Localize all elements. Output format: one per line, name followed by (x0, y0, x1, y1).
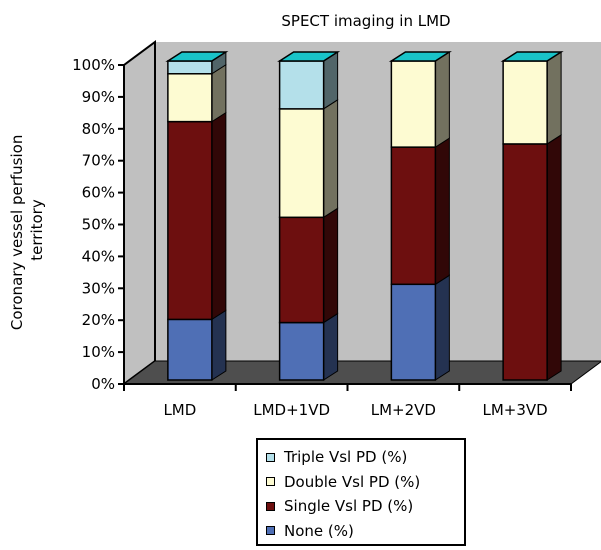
bar-segment-side (546, 134, 562, 381)
bar-stack (277, 51, 341, 381)
bar-top (388, 51, 452, 62)
bar-top (500, 51, 564, 62)
legend-swatch (266, 477, 275, 486)
legend-item: Single Vsl PD (%) (266, 494, 413, 518)
back-wall (155, 42, 601, 361)
bar-segment (278, 321, 325, 381)
bar-segment-side (434, 274, 450, 381)
y-tick-label: 30% (82, 279, 115, 297)
legend-label: Double Vsl PD (%) (284, 472, 421, 491)
bar-segment-side (323, 207, 339, 324)
bar-segment-side (323, 98, 339, 219)
y-tick-label: 40% (82, 247, 115, 265)
legend-item: None (%) (266, 519, 354, 543)
y-tick-label: 10% (82, 343, 115, 361)
bar-segment-side (323, 312, 339, 381)
y-tick-label: 20% (82, 311, 115, 329)
legend-item: Triple Vsl PD (%) (266, 445, 407, 469)
x-tick-label: LM+3VD (483, 401, 548, 419)
bar-segment (167, 60, 213, 75)
bar-segment-side (211, 309, 227, 381)
x-tick-label: LM+2VD (371, 401, 436, 419)
bar-segment-side (546, 51, 562, 145)
legend-label: Single Vsl PD (%) (284, 497, 414, 515)
bar-segment-side (434, 137, 450, 286)
y-tick-label: 90% (82, 88, 115, 106)
bar-segment (390, 60, 437, 148)
bar-segment-side (434, 51, 450, 149)
bar-segment-side (211, 63, 227, 123)
legend-swatch (266, 452, 275, 462)
y-tick-label: 60% (82, 184, 115, 202)
y-tick-label: 100% (72, 56, 115, 74)
bar-segment (278, 108, 325, 219)
legend-swatch (266, 501, 275, 511)
legend-label: Triple Vsl PD (%) (284, 448, 408, 466)
bar-top (165, 51, 229, 62)
y-tick-label: 0% (91, 375, 115, 393)
bar-stack (165, 51, 229, 381)
bar-segment (390, 283, 437, 381)
legend-label: None (%) (284, 521, 354, 540)
legend-item: Double Vsl PD (%) (266, 470, 420, 494)
bar-segment (167, 318, 213, 381)
bar-segment (278, 216, 325, 324)
bar-top (277, 51, 341, 62)
bar-segment (390, 146, 437, 286)
x-tick-label: LMD+1VD (253, 401, 330, 419)
bar-segment (502, 60, 548, 145)
bar-segment (278, 60, 325, 110)
side-wall (123, 40, 156, 386)
bar-segment-side (211, 111, 227, 321)
chart-title: SPECT imaging in LMD (281, 12, 450, 30)
bar-segment (167, 120, 213, 321)
bar-stack (388, 51, 452, 381)
legend: Triple Vsl PD (%) Double Vsl PD (%) Single… (256, 438, 466, 546)
y-tick-label: 50% (82, 216, 115, 234)
bar-segment (167, 73, 213, 123)
legend-swatch (266, 526, 275, 535)
bar-stack (500, 51, 564, 381)
y-tick-label: 80% (82, 120, 115, 138)
x-tick-label: LMD (163, 401, 196, 419)
y-axis-label: Coronary vessel perfusion territory (8, 130, 46, 330)
y-tick-label: 70% (82, 152, 115, 170)
bar-segment (502, 143, 548, 381)
